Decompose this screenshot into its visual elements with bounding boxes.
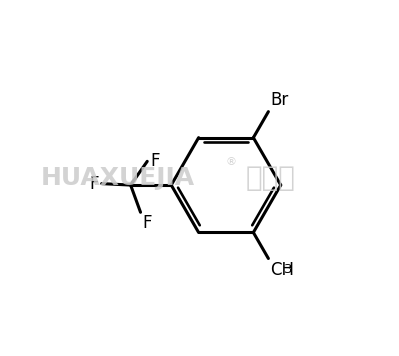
Text: CH: CH [270, 261, 294, 279]
Text: 3: 3 [284, 263, 292, 276]
Text: HUAXUEJIA: HUAXUEJIA [41, 166, 195, 190]
Text: F: F [89, 174, 99, 193]
Text: F: F [142, 214, 152, 232]
Text: 化学加: 化学加 [245, 164, 295, 192]
Text: F: F [150, 152, 160, 170]
Text: Br: Br [270, 91, 288, 109]
Text: ®: ® [226, 157, 237, 167]
